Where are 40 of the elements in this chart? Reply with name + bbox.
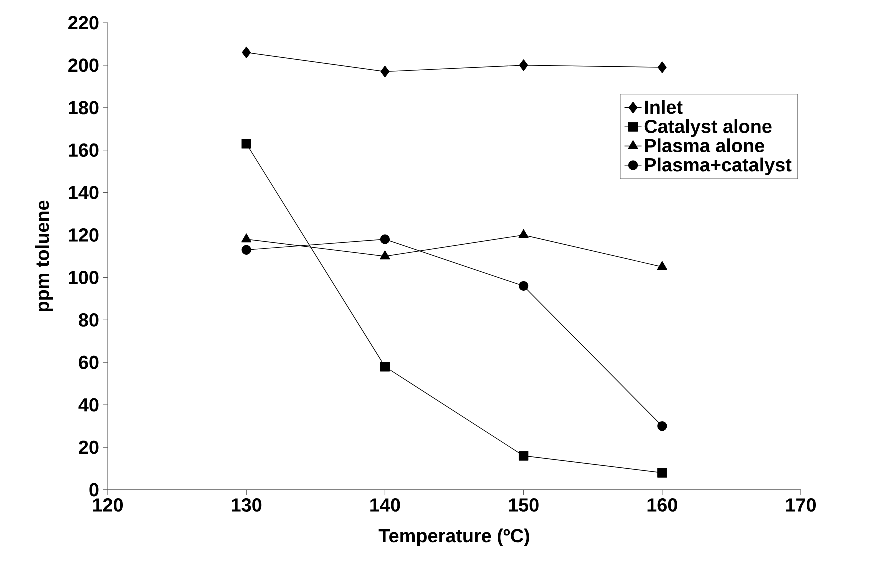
point — [518, 451, 529, 461]
y-tick-label: 220 — [68, 16, 99, 30]
point — [380, 250, 390, 260]
point — [380, 362, 390, 372]
y-tick-label: 200 — [68, 58, 99, 72]
x-tick-label: 130 — [232, 498, 262, 512]
x-tick-label: 150 — [509, 498, 539, 512]
point — [242, 234, 252, 243]
point — [518, 229, 529, 238]
y-tick-label: 0 — [90, 483, 99, 497]
y-tick-label: 20 — [79, 440, 99, 454]
y-tick-label: 140 — [69, 186, 99, 200]
y-tick-label: 180 — [69, 101, 99, 115]
x-tick-label: 170 — [786, 498, 816, 512]
y-axis-title: ppm toluene — [35, 200, 54, 312]
point — [658, 421, 668, 432]
y-tick-label: 160 — [69, 144, 99, 158]
point — [658, 62, 667, 74]
point — [242, 139, 252, 149]
y-tick-label: 60 — [79, 356, 99, 370]
legend-label: Catalyst alone — [644, 119, 772, 138]
x-tick-label: 120 — [93, 498, 124, 512]
y-tick-label: 80 — [79, 313, 99, 327]
point — [658, 468, 668, 478]
point — [519, 60, 528, 72]
legend-label: Plasma alone — [645, 138, 764, 153]
legend-label: Plasma+catalyst — [645, 158, 792, 176]
point — [518, 281, 529, 292]
point — [380, 66, 390, 78]
legend-label: Inlet — [645, 100, 683, 114]
y-tick-label: 120 — [69, 228, 99, 242]
x-tick-label: 140 — [370, 498, 400, 512]
point — [242, 245, 252, 255]
point — [380, 234, 390, 244]
point — [657, 261, 668, 270]
point — [242, 46, 252, 59]
y-tick-label: 40 — [78, 398, 99, 412]
x-axis-title: Temperature (ºC) — [378, 528, 530, 546]
x-tick-label: 160 — [648, 498, 678, 512]
y-tick-label: 100 — [69, 271, 99, 284]
